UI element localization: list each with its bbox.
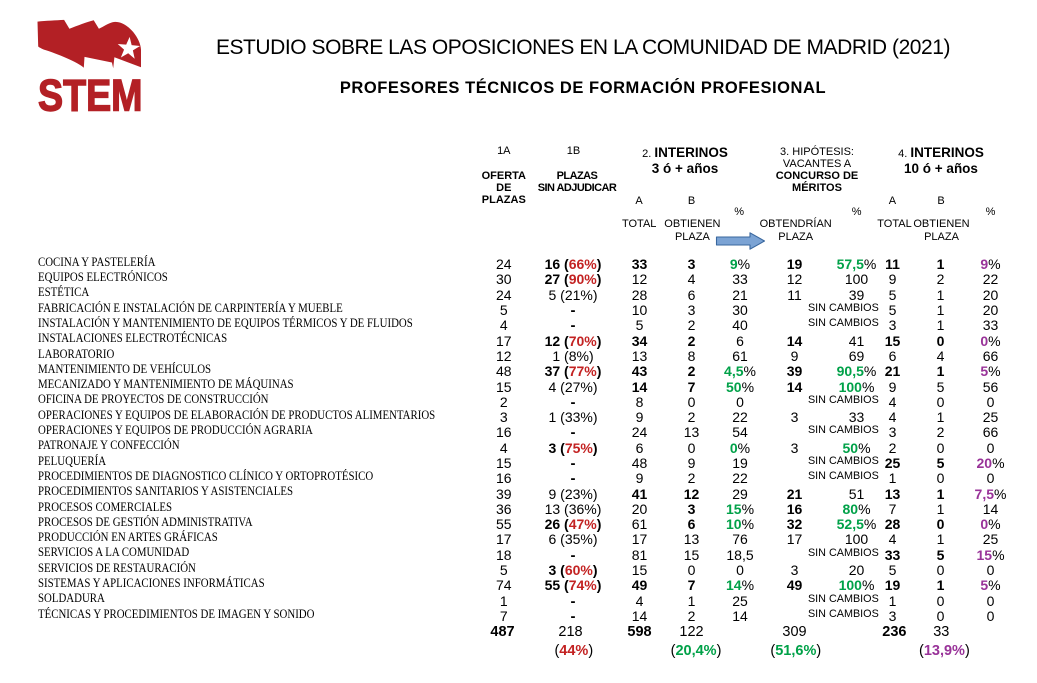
svg-text:STEM: STEM bbox=[38, 72, 143, 121]
